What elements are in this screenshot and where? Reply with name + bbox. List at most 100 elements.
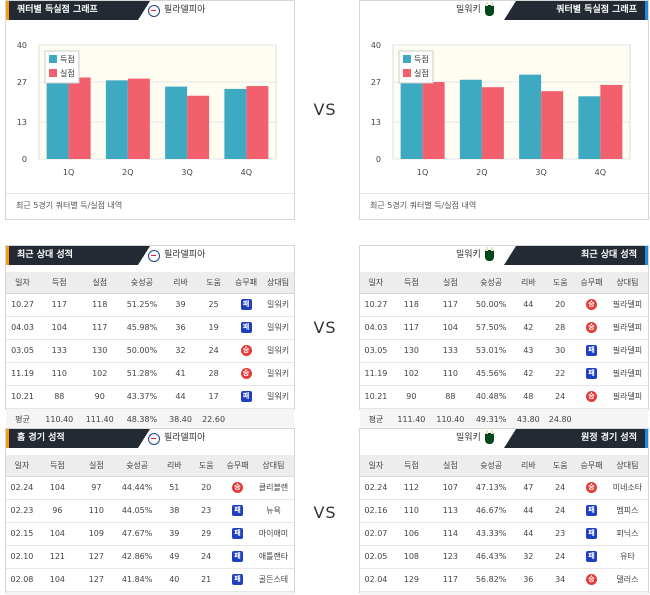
column-header-conceded: 실점 (430, 455, 470, 477)
column-header-date: 일자 (6, 272, 40, 294)
bar-conceded (422, 82, 445, 159)
section-title: 최근 상대 성적 (6, 246, 150, 265)
cell-fg-pct: 43.33% (469, 522, 513, 546)
cell-fg-pct: 46.43% (469, 545, 513, 569)
column-header-scored: 득점 (391, 455, 431, 477)
cell-result: 패 (576, 362, 607, 386)
sixers-logo-icon (148, 249, 160, 262)
table-row: 10.21 88 90 43.37% 44 17 패 밀워키 (6, 385, 294, 409)
cell-scored: 130 (391, 339, 431, 363)
cell-rebounds: 38.40 (163, 408, 198, 431)
loss-badge: 패 (240, 391, 252, 402)
column-header-result: 승무패 (576, 272, 607, 294)
cell-assists: 29 (190, 522, 223, 546)
section-title: 최근 상대 성적 (504, 246, 648, 265)
cell-date: 04.03 (360, 316, 392, 340)
cell-date: 02.08 (6, 568, 38, 592)
cell-assists: 24 (544, 385, 577, 409)
cell-fg-pct: 57.50% (469, 316, 513, 340)
cell-opponent: 댈러스 (606, 568, 648, 592)
cell-fg-pct: 45.56% (469, 362, 513, 386)
table-row: 02.15 104 109 47.67% 39 29 패 마이애미 (6, 522, 294, 546)
bar-scored (46, 78, 69, 159)
loss-badge: 패 (586, 528, 598, 539)
cell-rebounds: 32 (512, 545, 545, 569)
cell-scored: 117 (39, 293, 80, 317)
bar-scored (224, 88, 247, 159)
cell-result: 패 (576, 339, 607, 363)
cell-assists: 22.60 (197, 408, 231, 431)
cell-scored: 129 (391, 568, 431, 592)
cell-date: 10.21 (6, 385, 40, 409)
x-tick-label: 4Q (595, 168, 606, 177)
legend-swatch (49, 69, 57, 77)
cell-assists: 23.40 (190, 591, 223, 595)
quarter-panel-left: 쿼터별 득실점 그래프 필라델피아 0 13 27 40 1Q 2Q 3Q 4Q 득점 실점 최근… (5, 0, 296, 220)
column-header-result: 승무패 (576, 455, 607, 477)
cell-fg-pct: 47.67% (115, 522, 159, 546)
cell-result: 승 (222, 476, 253, 500)
team-name: 필라델피아 (164, 433, 206, 443)
cell-fg-pct: 40.48% (469, 385, 513, 409)
y-tick-label: 13 (17, 118, 27, 127)
loss-badge: 패 (232, 528, 244, 539)
cell-opponent: 골든스테 (252, 568, 294, 592)
cell-date: 10.21 (360, 385, 392, 409)
cell-conceded: 114 (430, 522, 470, 546)
cell-opponent: 마이애미 (252, 522, 294, 546)
chart-note: 최근 5경기 쿼터별 득/실점 내역 (360, 193, 650, 217)
table-row: 11.19 102 110 45.56% 42 22 패 필라델피 (360, 362, 648, 386)
table-row: 03.05 130 133 53.01% 43 30 패 필라델피 (360, 339, 648, 363)
column-header-scored: 득점 (37, 455, 77, 477)
table-row: 02.07 106 114 43.33% 44 23 패 피닉스 (360, 522, 648, 546)
cell-opponent (606, 408, 648, 431)
cell-result: 패 (576, 545, 607, 569)
cell-fg-pct: 44.05% (115, 499, 159, 523)
cell-conceded: 117 (79, 316, 120, 340)
cell-rebounds: 43.40 (158, 591, 191, 595)
cell-scored: 104 (37, 522, 77, 546)
win-badge: 승 (586, 299, 598, 310)
cell-opponent: 애틀랜타 (252, 545, 294, 569)
team-label: 필라델피아 (148, 246, 205, 265)
cell-result: 승 (576, 385, 607, 409)
cell-date: 10.27 (360, 293, 392, 317)
loss-badge: 패 (586, 368, 598, 379)
cell-conceded: 110 (76, 499, 116, 523)
cell-conceded: 130 (79, 339, 120, 363)
cell-opponent: 유타 (606, 545, 648, 569)
cell-scored: 118 (391, 293, 431, 317)
cell-date: 평균 (6, 408, 40, 431)
cell-result: 패 (230, 316, 263, 340)
loss-badge: 패 (586, 551, 598, 562)
cell-scored: 104 (37, 568, 77, 592)
cell-fg-pct: 42.86% (115, 545, 159, 569)
column-header-fg-pct: 슛성공 (115, 455, 159, 477)
cell-result: 승 (230, 339, 263, 363)
legend-swatch (403, 55, 411, 63)
y-tick-label: 27 (17, 78, 27, 87)
cell-fg-pct: 46.67% (469, 499, 513, 523)
column-header-fg-pct: 슛성공 (469, 455, 513, 477)
column-header-rebounds: 리바 (163, 272, 198, 294)
cell-conceded: 110 (430, 362, 470, 386)
cell-result: 패 (222, 545, 253, 569)
table-row: 04.03 117 104 57.50% 42 28 승 필라델피 (360, 316, 648, 340)
stats-table: 일자 득점 실점 슛성공 리바 도움 승무패 상대팀 10.27 118 117 50.00% 44 20… (360, 272, 648, 431)
cell-result (576, 408, 607, 431)
cell-scored: 110 (39, 362, 80, 386)
legend-label: 득점 (414, 54, 429, 64)
cell-fg-pct: 48.08% (469, 591, 513, 595)
column-header-fg-pct: 슛성공 (469, 272, 513, 294)
bar-scored (165, 86, 188, 159)
table-row: 10.27 117 118 51.25% 39 25 패 밀워키 (6, 293, 294, 317)
bar-conceded (246, 86, 269, 159)
cell-opponent: 밀워키 (262, 293, 294, 317)
cell-date: 11.19 (360, 362, 392, 386)
cell-assists: 26.40 (544, 591, 577, 595)
table-row: 02.10 121 127 42.86% 49 24 패 애틀랜타 (6, 545, 294, 569)
cell-result (576, 591, 607, 595)
cell-fg-pct: 51.25% (119, 293, 164, 317)
